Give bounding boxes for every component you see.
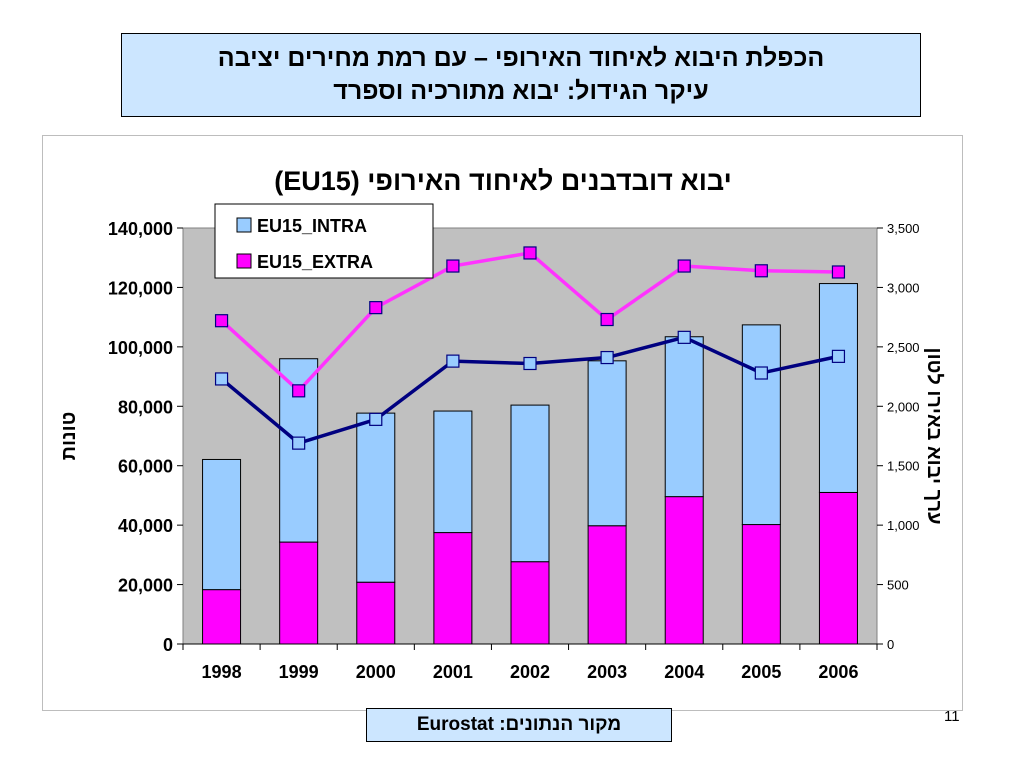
line-eu15-extra-point [600, 312, 614, 327]
bar-eu15-extra [741, 524, 781, 645]
slide-title-line2: עיקר הגידול: יבוא מתורכיה וספרד [333, 77, 709, 105]
line-eu15-intra-point [754, 366, 768, 380]
bar-eu15-intra [356, 412, 396, 583]
bar-eu15-intra [741, 324, 781, 526]
line-eu15-extra-point [523, 246, 537, 260]
x-tick-label: 2000 [356, 662, 396, 682]
y-left-tick-label: 0 [163, 635, 173, 655]
line-eu15-intra-point [600, 350, 614, 365]
y-left-tick-label: 60,000 [118, 457, 173, 477]
x-tick-label: 2005 [741, 662, 781, 682]
line-eu15-intra-point [523, 356, 537, 371]
line-eu15-extra-point [754, 264, 768, 278]
y-right-tick-label: 2,000 [887, 399, 920, 414]
y-right-tick-label: 3,500 [887, 221, 920, 236]
bar-eu15-extra [510, 561, 550, 645]
line-eu15-extra-point [446, 259, 460, 273]
bar-eu15-extra [587, 525, 627, 645]
y-right-tick-label: 500 [887, 578, 909, 593]
line-eu15-intra-point [292, 436, 306, 450]
source-box: מקור הנתונים: Eurostat [366, 708, 672, 742]
page-number: 11 [944, 708, 960, 725]
x-tick-label: 2002 [510, 662, 550, 682]
line-eu15-intra-point [446, 354, 460, 368]
x-tick-label: 1999 [279, 662, 319, 682]
line-eu15-extra-point [292, 384, 306, 398]
line-eu15-intra-point [369, 412, 383, 426]
line-eu15-extra-point [214, 314, 229, 328]
legend-item-eu15-intra-swatch [236, 217, 252, 233]
line-eu15-intra-point [677, 330, 691, 344]
line-eu15-extra-point [369, 301, 383, 315]
y-left-tick-label: 80,000 [118, 397, 173, 417]
line-eu15-intra-point [831, 349, 846, 363]
bar-eu15-extra [433, 532, 473, 645]
y-right-axis-title: ערך יבוא באירו לטון [923, 348, 945, 525]
y-right-tick-label: 3,000 [887, 280, 920, 295]
y-right-tick-label: 2,500 [887, 340, 920, 355]
line-eu15-intra-point [214, 372, 229, 386]
y-right-tick-label: 1,000 [887, 518, 920, 533]
bar-eu15-extra [818, 491, 858, 645]
bar-eu15-intra [587, 360, 627, 527]
x-tick-label: 2001 [433, 662, 473, 682]
bar-eu15-extra [279, 541, 319, 645]
bar-eu15-intra [202, 458, 242, 591]
legend-item-eu15-intra-label: EU15_INTRA [257, 216, 367, 236]
x-tick-label: 1998 [202, 662, 242, 682]
bar-eu15-extra [664, 496, 704, 645]
line-eu15-extra-point [831, 265, 846, 279]
bar-eu15-extra [356, 581, 396, 645]
legend-item-eu15-extra-label: EU15_EXTRA [257, 252, 373, 272]
y-left-tick-label: 20,000 [118, 576, 173, 596]
chart: יבוא דובדבנים לאיחוד האירופי (EU15) 0 20,0… [58, 166, 945, 682]
y-left-axis-title: טונות [58, 412, 80, 461]
x-tick-label: 2004 [664, 662, 704, 682]
line-eu15-extra-point [677, 259, 691, 273]
bar-eu15-intra [664, 336, 704, 498]
y-right-tick-label: 0 [887, 637, 894, 652]
bar-eu15-extra [202, 589, 242, 645]
y-right-tick-label: 1,500 [887, 459, 920, 474]
y-left-tick-label: 40,000 [118, 516, 173, 536]
bar-eu15-intra [510, 404, 550, 563]
slide-title-line1: הכפלת היבוא לאיחוד האירופי – עם רמת מחיר… [217, 44, 825, 72]
bar-eu15-intra [433, 410, 473, 534]
x-tick-label: 2006 [818, 662, 858, 682]
x-tick-label: 2003 [587, 662, 627, 682]
chart-frame: יבוא דובדבנים לאיחוד האירופי (EU15) 0 20,0… [42, 135, 963, 711]
chart-title: יבוא דובדבנים לאיחוד האירופי (EU15) [274, 166, 732, 196]
y-left-tick-label: 120,000 [108, 278, 173, 298]
slide-title-box: הכפלת היבוא לאיחוד האירופי – עם רמת מחיר… [121, 33, 921, 117]
legend-item-eu15-extra-swatch [236, 253, 252, 269]
y-left-tick-label: 140,000 [108, 219, 173, 239]
y-left-tick-label: 100,000 [108, 338, 173, 358]
bar-eu15-intra [818, 283, 858, 493]
